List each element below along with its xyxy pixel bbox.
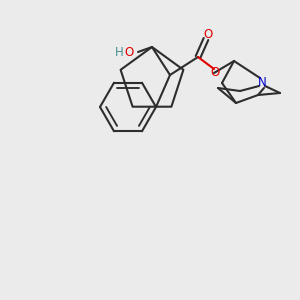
Text: O: O <box>203 28 213 41</box>
Text: O: O <box>210 67 220 80</box>
Text: O: O <box>124 46 134 59</box>
Text: N: N <box>258 76 266 89</box>
Text: H: H <box>115 46 123 59</box>
